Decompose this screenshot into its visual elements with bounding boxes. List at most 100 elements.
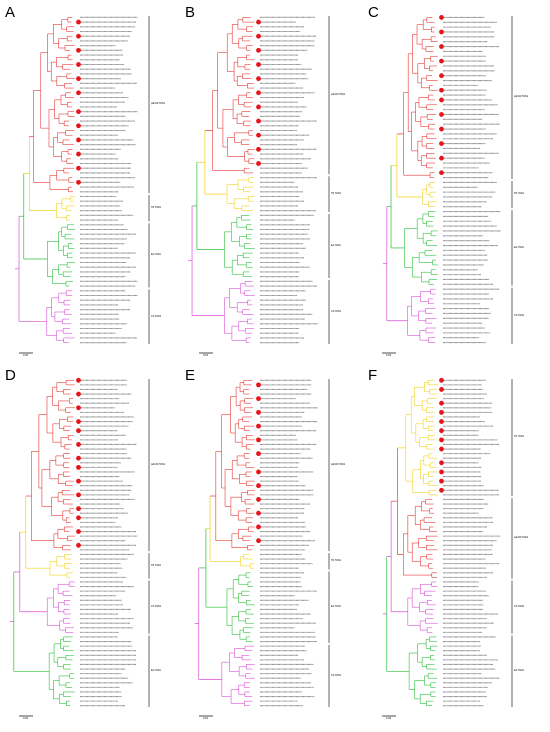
sample-marker (76, 492, 81, 498)
clade-label: EA H1N1 (151, 253, 161, 257)
sample-marker (76, 137, 81, 143)
sample-marker (76, 455, 81, 461)
clade-tr-h1n1 (56, 195, 134, 221)
sample-marker (256, 524, 261, 530)
sample-marker (76, 151, 81, 157)
clade-label: CS H1N1 (151, 604, 162, 608)
sample-marker (256, 483, 261, 489)
clade-pdm09-h1n1 (33, 16, 138, 193)
scale-label: 0.02 (386, 354, 392, 357)
clade-label: CS H1N1 (514, 313, 525, 317)
clade-ea-h1n1 (48, 636, 137, 707)
clade-tr-h1n1 (226, 177, 317, 212)
clade-label: EA H1N1 (331, 243, 341, 247)
clade-label: EA H1N1 (151, 669, 161, 673)
clade-pdm09-h1n1 (212, 16, 317, 174)
sample-marker (256, 510, 261, 516)
sample-marker (256, 161, 261, 166)
tree-svg (194, 379, 330, 717)
tree-svg (188, 16, 330, 354)
clade-label: EA H1N1 (514, 669, 524, 673)
sample-marker (76, 47, 81, 53)
clade-label: EA H1N1 (331, 604, 341, 608)
sample-marker (256, 437, 261, 443)
sample-marker (439, 437, 444, 443)
sample-marker (439, 58, 444, 64)
sample-marker (439, 419, 444, 424)
sample-marker (76, 506, 81, 512)
clade-label: TR H1N1 (151, 206, 161, 210)
sample-marker (76, 515, 81, 521)
sample-marker (439, 400, 444, 406)
sample-marker (76, 529, 81, 534)
sample-marker (256, 104, 261, 110)
sample-marker (76, 464, 81, 470)
sample-marker (256, 118, 261, 124)
sample-marker (76, 62, 81, 67)
clade-ea-h1n1 (224, 214, 314, 278)
sample-marker (439, 409, 444, 415)
sample-marker (76, 165, 81, 171)
scale-label: 0.02 (386, 717, 392, 720)
sample-marker (256, 90, 261, 96)
clade-ea-h1n1 (226, 572, 318, 643)
clade-ea-h1n1 (47, 224, 138, 287)
sample-marker (439, 478, 444, 484)
sample-marker (76, 33, 81, 39)
clade-label: TR H1N1 (331, 191, 341, 195)
panel-letter: D (5, 367, 16, 384)
clade-label: CS H1N1 (514, 604, 525, 608)
panel-letter: A (5, 4, 16, 21)
sample-marker (76, 90, 81, 96)
sample-marker (76, 542, 81, 548)
sample-marker (439, 155, 444, 161)
clade-tr-h1n1 (240, 553, 313, 569)
sample-marker (76, 109, 81, 115)
clade-ea-h1n1 (404, 210, 501, 285)
clade-label: pdm09 H1N1 (151, 102, 166, 106)
sample-marker (439, 112, 444, 117)
sample-marker (439, 387, 444, 392)
clade-label: pdm09 H1N1 (514, 536, 529, 540)
sample-marker (76, 405, 81, 411)
sample-marker (256, 396, 261, 402)
sample-marker (256, 132, 261, 138)
tree-svg (15, 16, 150, 354)
scale-label: 0.02 (203, 354, 209, 357)
sample-marker (76, 391, 81, 397)
sample-marker (76, 123, 81, 129)
sample-marker (76, 179, 81, 185)
sample-marker (439, 73, 444, 79)
clade-label: TR H1N1 (514, 435, 524, 439)
clade-ea-h1n1 (408, 636, 500, 707)
sample-marker (256, 451, 261, 457)
sample-marker (256, 469, 261, 475)
sample-marker (76, 428, 81, 434)
clade-pdm09-h1n1 (403, 15, 500, 179)
sample-marker (256, 33, 261, 39)
sample-marker (256, 62, 261, 67)
sample-marker (439, 469, 444, 475)
clade-label: TR H1N1 (514, 192, 524, 196)
clade-label: pdm09 H1N1 (514, 95, 529, 99)
sample-marker (439, 15, 444, 20)
panel-letter: C (368, 4, 379, 21)
clade-tr-h1n1 (422, 181, 497, 208)
sample-marker (256, 76, 261, 82)
sample-marker (256, 47, 261, 53)
sample-marker (256, 538, 261, 544)
clade-label: pdm09 H1N1 (331, 462, 346, 466)
sample-marker (76, 442, 81, 447)
scale-label: 0.01 (203, 717, 209, 720)
clade-cs-h1n1 (407, 581, 499, 633)
clade-cs-h1n1 (224, 280, 318, 344)
clade-label: pdm09 H1N1 (151, 462, 166, 466)
sample-marker (439, 44, 444, 49)
clade-tr-h1n1 (405, 377, 500, 496)
clade-cs-h1n1 (221, 645, 315, 707)
sample-marker (256, 423, 261, 429)
